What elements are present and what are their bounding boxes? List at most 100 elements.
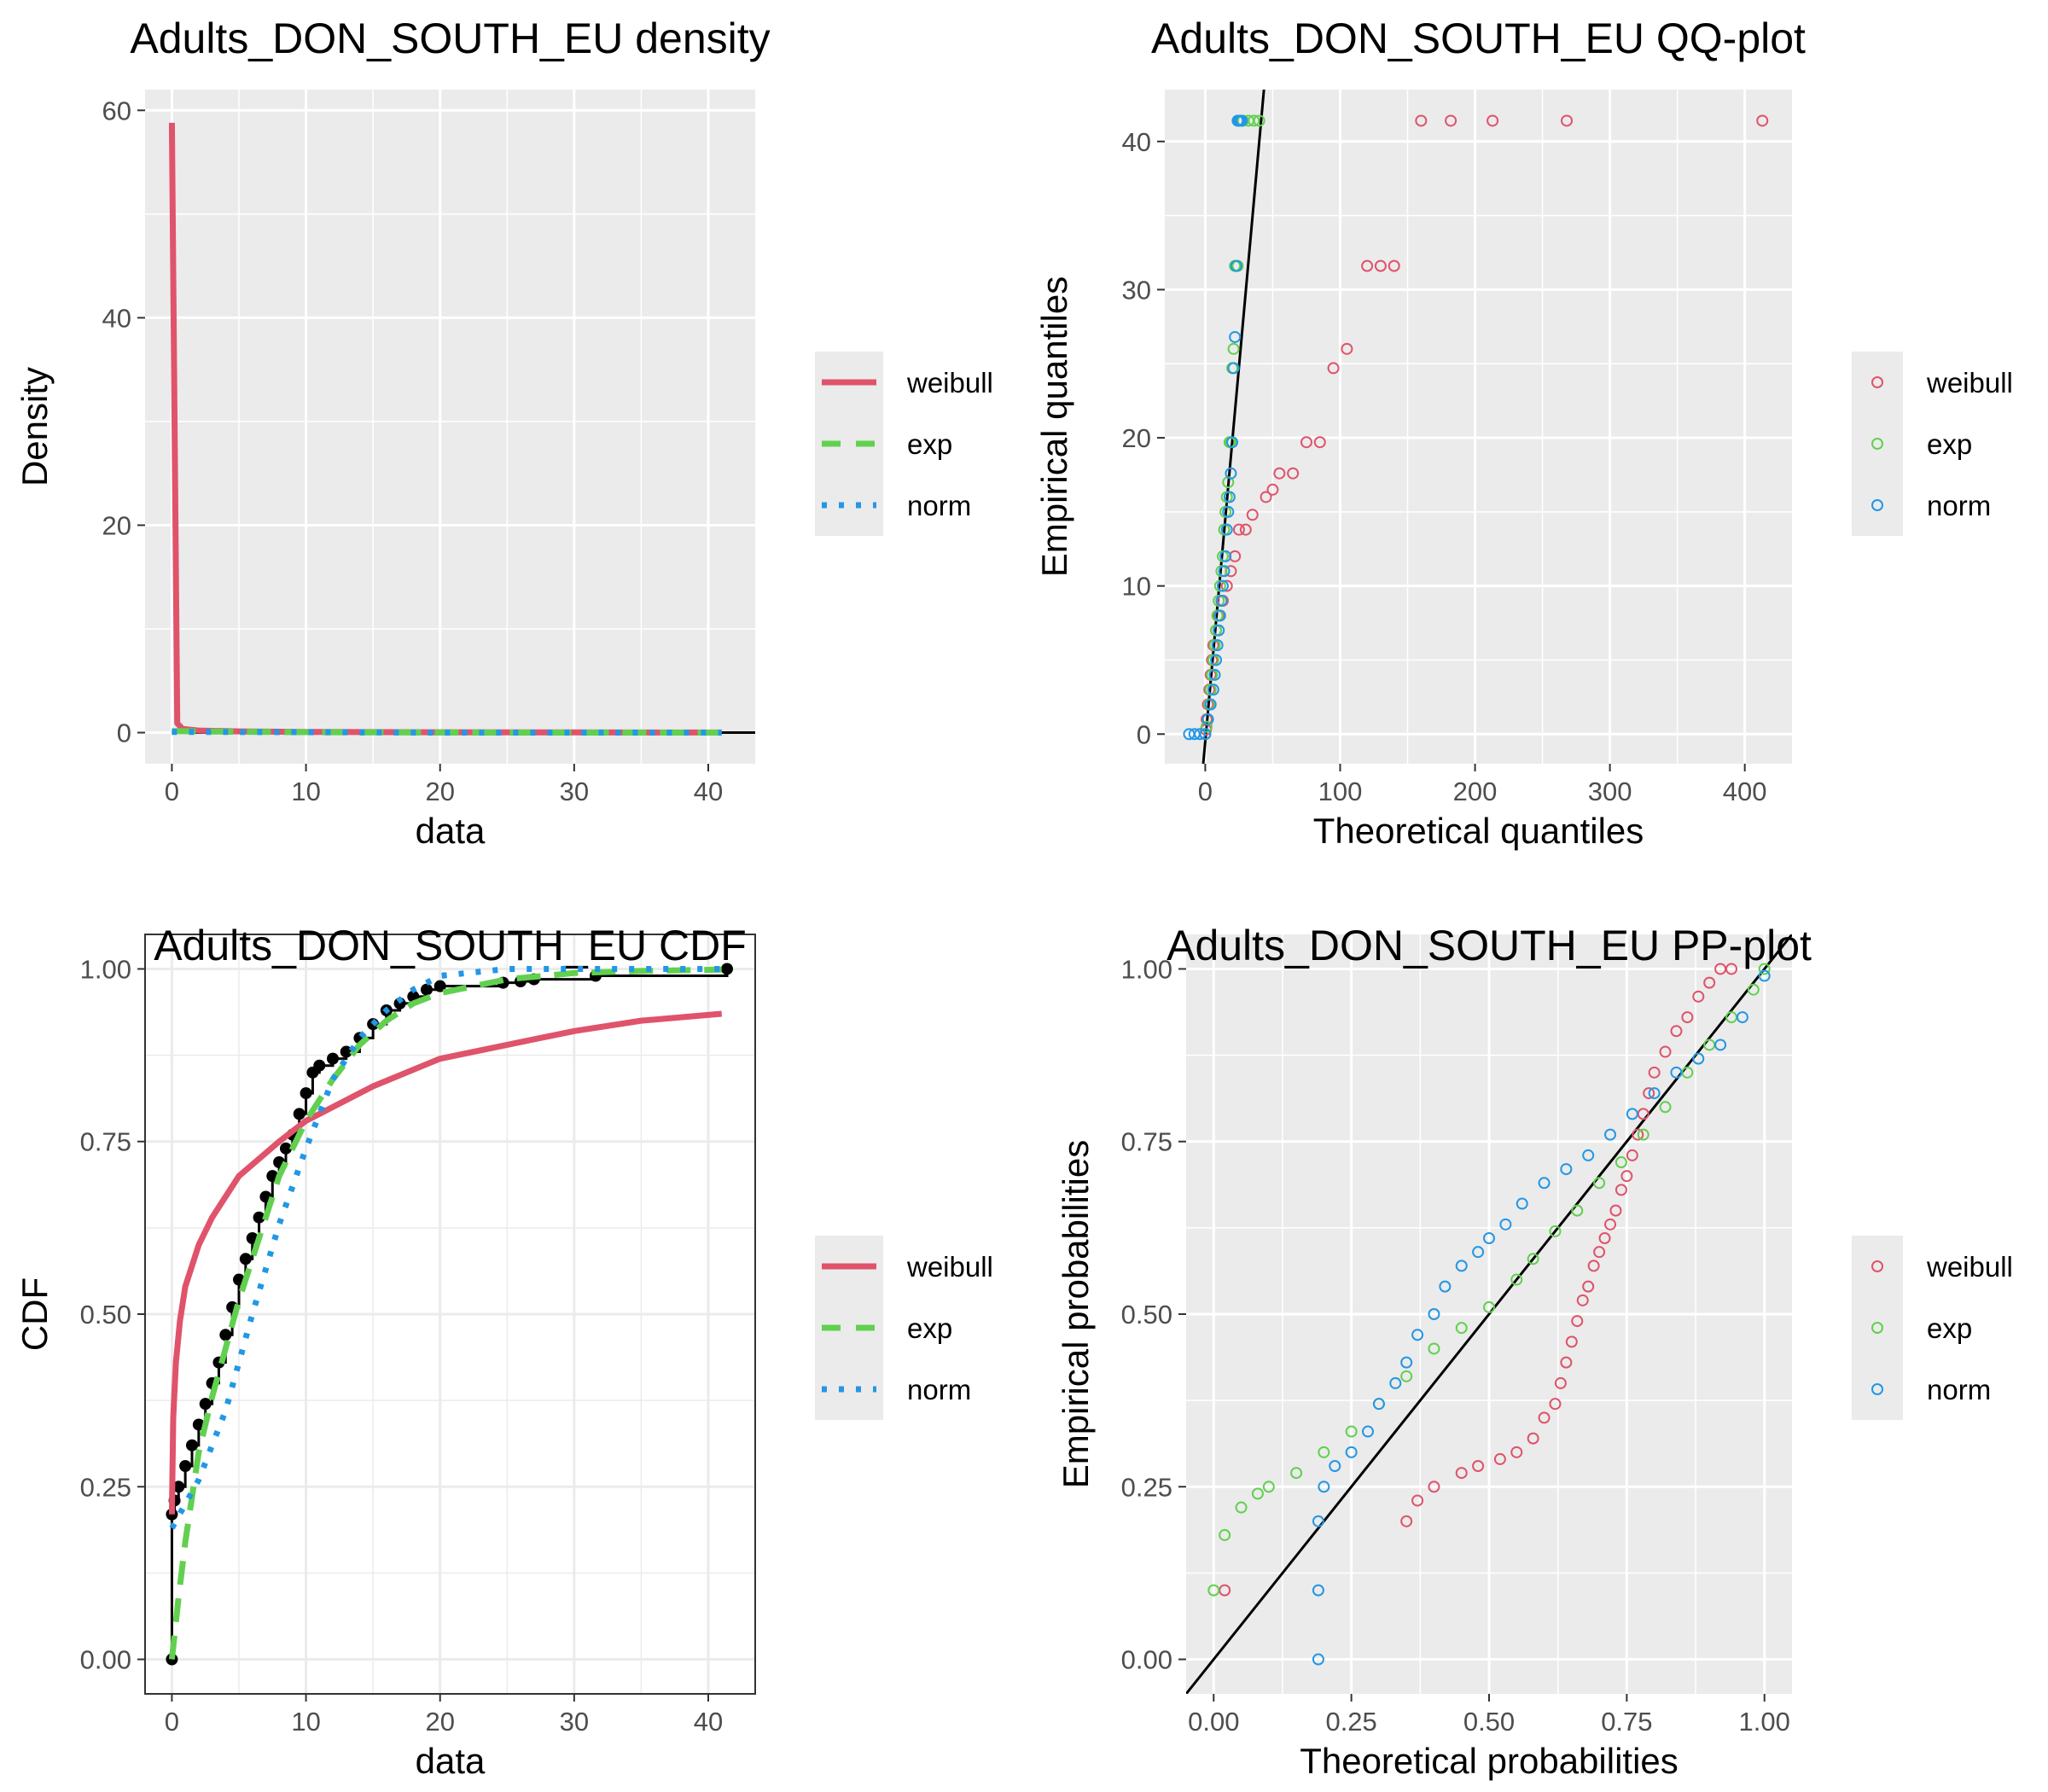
y-tick-label: 0.75 — [1121, 1127, 1172, 1157]
point-norm — [1483, 1232, 1495, 1244]
point-norm — [1226, 436, 1239, 449]
point-norm — [1312, 1515, 1324, 1527]
plot-area — [168, 122, 755, 736]
point-weibull — [1598, 1232, 1611, 1244]
empirical-point — [186, 1439, 198, 1452]
x-axis-label: data — [416, 811, 486, 851]
series-line-exp — [168, 966, 722, 1660]
x-tick-label: 1.00 — [1739, 1707, 1790, 1737]
point-weibull — [1472, 1460, 1485, 1472]
x-tick-label: 0.50 — [1463, 1707, 1515, 1737]
empirical-point — [293, 1108, 305, 1120]
x-tick-label: 0.00 — [1188, 1707, 1239, 1737]
point-exp — [1758, 963, 1771, 975]
legend-label-norm: norm — [907, 490, 971, 521]
point-weibull — [1493, 1452, 1506, 1465]
point-weibull — [1220, 579, 1233, 592]
point-exp — [1637, 1128, 1649, 1141]
legend-label-norm: norm — [907, 1374, 971, 1405]
point-exp — [1747, 983, 1760, 996]
point-exp — [1290, 1467, 1303, 1480]
point-norm — [1230, 259, 1242, 272]
y-tick-label: 1.00 — [1121, 954, 1172, 984]
point-weibull — [1239, 523, 1252, 536]
x-tick-label: 40 — [694, 777, 723, 806]
point-weibull — [1300, 436, 1312, 449]
reference-line — [1201, 90, 1265, 764]
point-exp — [1201, 720, 1213, 733]
point-exp — [1549, 1225, 1562, 1237]
point-exp — [1593, 1177, 1606, 1190]
point-exp — [1235, 1501, 1248, 1514]
point-norm — [1714, 1039, 1727, 1051]
point-weibull — [1246, 509, 1259, 521]
legend-key-weibull — [1871, 1260, 1883, 1272]
x-tick-label: 10 — [291, 777, 320, 806]
y-tick-label: 60 — [102, 96, 131, 125]
empirical-point — [253, 1211, 265, 1224]
point-weibull — [1273, 467, 1286, 480]
point-weibull — [1538, 1411, 1551, 1424]
point-weibull — [1374, 259, 1387, 272]
legend-key-exp — [1871, 1322, 1883, 1334]
point-exp — [1219, 1528, 1231, 1541]
point-weibull — [1659, 1045, 1672, 1058]
chart-title: Adults_DON_SOUTH_EU QQ-plot — [1151, 15, 1806, 62]
point-exp — [1659, 1101, 1672, 1114]
legend-label-exp: exp — [907, 428, 952, 460]
x-tick-label: 0 — [165, 777, 179, 806]
x-axis-label: Theoretical probabilities — [1300, 1741, 1679, 1781]
point-norm — [1225, 467, 1237, 480]
y-axis-label: Density — [15, 367, 55, 486]
point-norm — [1218, 565, 1231, 578]
x-tick-label: 10 — [291, 1707, 320, 1737]
legend-key-background — [1852, 352, 1903, 536]
legend-label-norm: norm — [1927, 490, 1991, 521]
x-tick-label: 20 — [425, 777, 454, 806]
point-weibull — [1725, 963, 1737, 975]
y-tick-label: 1.00 — [80, 954, 131, 984]
point-weibull — [1266, 483, 1279, 496]
point-norm — [1345, 1446, 1358, 1458]
point-weibull — [1681, 1011, 1694, 1024]
panel-density: 0 10 20 30 40 0 20 40 60 Adults_DON_SOUTH_EU dens… — [15, 15, 993, 851]
point-weibull — [1487, 114, 1499, 127]
point-norm — [1213, 624, 1225, 637]
point-weibull — [1411, 1494, 1424, 1507]
point-norm — [1400, 1356, 1413, 1369]
point-norm — [1312, 1653, 1324, 1666]
point-weibull — [1428, 1481, 1440, 1493]
point-weibull — [1692, 990, 1705, 1003]
legend-key-norm — [1871, 1383, 1883, 1395]
empirical-point — [239, 1253, 252, 1265]
point-norm — [1411, 1329, 1424, 1341]
point-weibull — [1445, 114, 1457, 127]
x-tick-label: 100 — [1318, 777, 1363, 806]
point-weibull — [1510, 1446, 1523, 1458]
y-tick-label: 0.00 — [80, 1645, 131, 1675]
legend-key-exp — [1871, 438, 1883, 450]
point-norm — [1213, 609, 1226, 622]
point-weibull — [1232, 523, 1245, 536]
legend-label-exp: exp — [1927, 1312, 1972, 1344]
point-exp — [1251, 1487, 1264, 1500]
chart-title: Adults_DON_SOUTH_EU CDF — [154, 922, 747, 969]
chart-title: Adults_DON_SOUTH_EU density — [130, 15, 770, 62]
empirical-point — [219, 1329, 232, 1341]
point-norm — [1538, 1177, 1551, 1190]
point-norm — [1329, 1460, 1341, 1472]
point-norm — [1220, 523, 1233, 536]
y-tick-label: 0.25 — [80, 1472, 131, 1502]
x-tick-label: 0 — [165, 1707, 179, 1737]
point-weibull — [1632, 1128, 1644, 1141]
y-axis-label: CDF — [15, 1277, 55, 1351]
x-tick-label: 0.25 — [1325, 1707, 1376, 1737]
point-weibull — [1341, 342, 1353, 355]
point-norm — [1207, 684, 1219, 696]
legend-key-norm — [1871, 499, 1883, 511]
empirical-point — [300, 1087, 312, 1100]
x-tick-label: 0 — [1198, 777, 1213, 806]
point-norm — [1736, 1011, 1748, 1024]
series-line-weibull — [168, 1010, 723, 1515]
